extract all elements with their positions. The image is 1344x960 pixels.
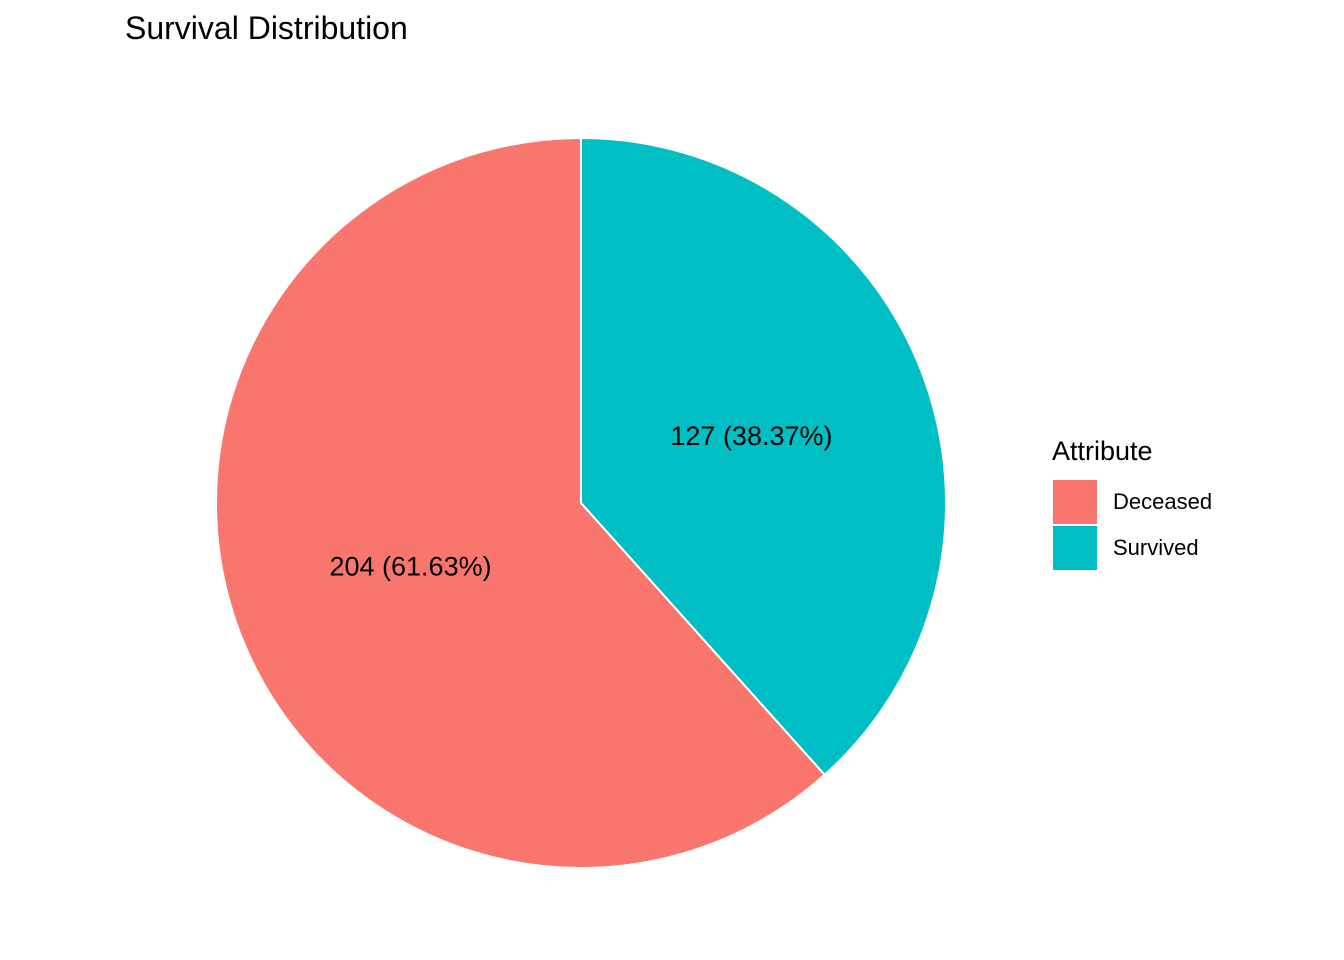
legend-item-survived: Survived xyxy=(1053,526,1199,570)
legend-label-deceased: Deceased xyxy=(1113,489,1213,514)
legend-title: Attribute xyxy=(1052,436,1153,466)
legend-item-deceased: Deceased xyxy=(1053,480,1212,524)
pie-label-deceased: 204 (61.63%) xyxy=(329,551,491,581)
pie-slice-survived xyxy=(580,136,947,777)
pie-slice-deceased xyxy=(215,136,827,869)
legend-swatch-deceased xyxy=(1053,480,1097,524)
legend-label-survived: Survived xyxy=(1113,535,1199,560)
legend-swatch-survived xyxy=(1053,526,1097,570)
chart-title: Survival Distribution xyxy=(125,10,408,46)
pie-label-survived: 127 (38.37%) xyxy=(670,421,832,451)
